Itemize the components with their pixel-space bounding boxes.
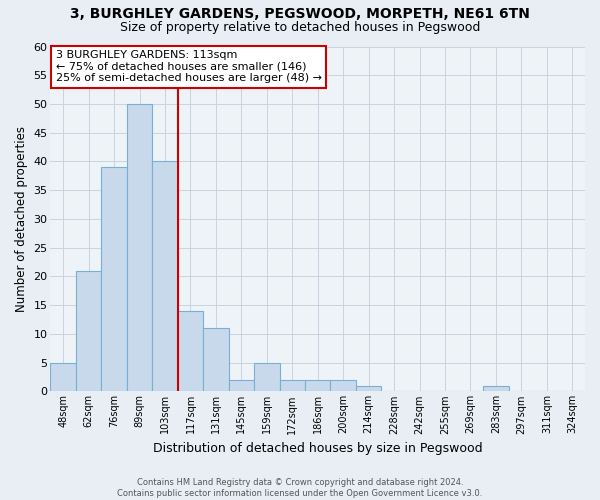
Bar: [305, 380, 331, 392]
Bar: [356, 386, 382, 392]
Y-axis label: Number of detached properties: Number of detached properties: [15, 126, 28, 312]
Bar: [152, 162, 178, 392]
Text: Contains HM Land Registry data © Crown copyright and database right 2024.
Contai: Contains HM Land Registry data © Crown c…: [118, 478, 482, 498]
Bar: [280, 380, 305, 392]
Bar: [76, 270, 101, 392]
Bar: [101, 167, 127, 392]
Bar: [203, 328, 229, 392]
Text: Size of property relative to detached houses in Pegswood: Size of property relative to detached ho…: [120, 21, 480, 34]
Bar: [127, 104, 152, 392]
Bar: [50, 362, 76, 392]
Bar: [483, 386, 509, 392]
X-axis label: Distribution of detached houses by size in Pegswood: Distribution of detached houses by size …: [153, 442, 482, 455]
Text: 3 BURGHLEY GARDENS: 113sqm
← 75% of detached houses are smaller (146)
25% of sem: 3 BURGHLEY GARDENS: 113sqm ← 75% of deta…: [56, 50, 322, 83]
Bar: [178, 311, 203, 392]
Bar: [254, 362, 280, 392]
Bar: [331, 380, 356, 392]
Bar: [229, 380, 254, 392]
Text: 3, BURGHLEY GARDENS, PEGSWOOD, MORPETH, NE61 6TN: 3, BURGHLEY GARDENS, PEGSWOOD, MORPETH, …: [70, 8, 530, 22]
